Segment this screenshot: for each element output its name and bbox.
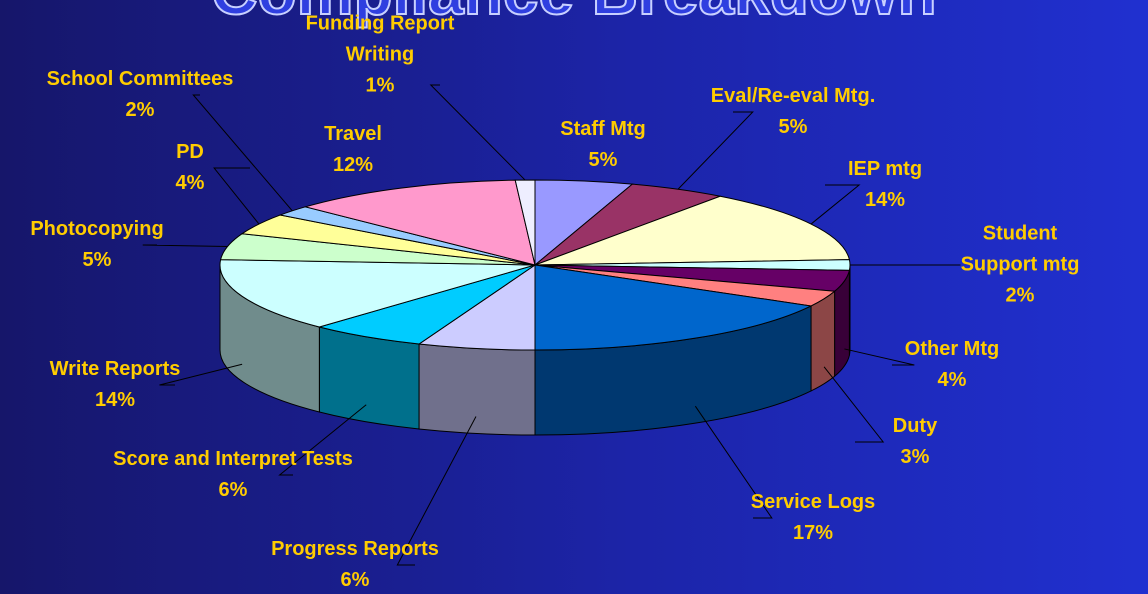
label-name: Score and Interpret Tests xyxy=(113,448,353,470)
label-name: Funding Report Writing xyxy=(305,12,455,66)
chart-title: Compliance Breakdown xyxy=(211,0,937,28)
data-label: School Committees 2% xyxy=(47,64,234,126)
slice xyxy=(219,259,536,328)
label-value: 6% xyxy=(340,569,370,591)
label-name: Staff Mtg xyxy=(560,118,646,140)
label-name: School Committees xyxy=(46,68,234,90)
label-name: Other Mtg xyxy=(904,338,1000,360)
label-value: 3% xyxy=(900,446,930,468)
label-name: Travel xyxy=(324,123,382,145)
label-value: 14% xyxy=(864,189,906,211)
slice xyxy=(534,195,851,266)
leader-line xyxy=(213,167,260,225)
data-label: PD 4% xyxy=(176,137,205,199)
label-value: 4% xyxy=(175,172,205,194)
data-label: Duty 3% xyxy=(893,411,937,473)
leader-line xyxy=(694,405,773,519)
slice-side xyxy=(418,343,536,436)
slice xyxy=(534,264,813,351)
data-label: Staff Mtg 5% xyxy=(560,114,646,176)
leader-line xyxy=(192,94,293,212)
leader-line xyxy=(429,84,526,181)
data-label: IEP mtg 14% xyxy=(848,154,922,216)
label-value: 6% xyxy=(218,479,248,501)
label-name: Write Reports xyxy=(49,358,181,380)
data-label: Photocopying 5% xyxy=(30,214,163,276)
data-label: Progress Reports 6% xyxy=(271,534,439,594)
data-label: Score and Interpret Tests 6% xyxy=(113,444,353,506)
label-value: 4% xyxy=(937,369,967,391)
leader-line xyxy=(396,416,477,566)
label-value: 5% xyxy=(778,116,808,138)
leader-line xyxy=(844,348,915,366)
label-value: 5% xyxy=(588,149,618,171)
label-name: IEP mtg xyxy=(847,158,923,180)
label-value: 2% xyxy=(1005,284,1035,307)
slice xyxy=(317,264,536,345)
data-label: Funding Report Writing 1% xyxy=(295,9,465,102)
data-label: Travel 12% xyxy=(324,119,382,181)
label-name: Progress Reports xyxy=(271,538,439,560)
leader-line xyxy=(159,363,243,386)
slice xyxy=(303,179,536,266)
label-name: Duty xyxy=(892,415,938,437)
data-label: Write Reports 14% xyxy=(50,354,181,416)
label-name: Student Support mtg xyxy=(960,222,1080,276)
leader-line xyxy=(278,404,367,476)
leader-line xyxy=(823,366,885,443)
label-value: 12% xyxy=(332,154,374,176)
data-label: Eval/Re-eval Mtg. 5% xyxy=(711,81,876,143)
label-value: 14% xyxy=(94,389,136,411)
label-name: Eval/Re-eval Mtg. xyxy=(710,85,876,107)
label-value: 5% xyxy=(82,249,112,271)
data-label: Other Mtg 4% xyxy=(905,334,999,396)
data-label: Service Logs 17% xyxy=(751,487,876,549)
leader-line xyxy=(677,111,754,190)
slice xyxy=(417,264,536,351)
label-value: 2% xyxy=(125,99,155,121)
slice xyxy=(514,179,536,266)
data-label: Student Support mtg 2% xyxy=(956,219,1084,312)
label-value: 1% xyxy=(365,74,395,97)
leader-line xyxy=(810,184,861,225)
label-name: Photocopying xyxy=(30,218,164,240)
leader-line xyxy=(142,244,228,247)
label-value: 17% xyxy=(792,522,834,544)
label-name: PD xyxy=(176,141,204,163)
label-name: Service Logs xyxy=(750,491,876,513)
